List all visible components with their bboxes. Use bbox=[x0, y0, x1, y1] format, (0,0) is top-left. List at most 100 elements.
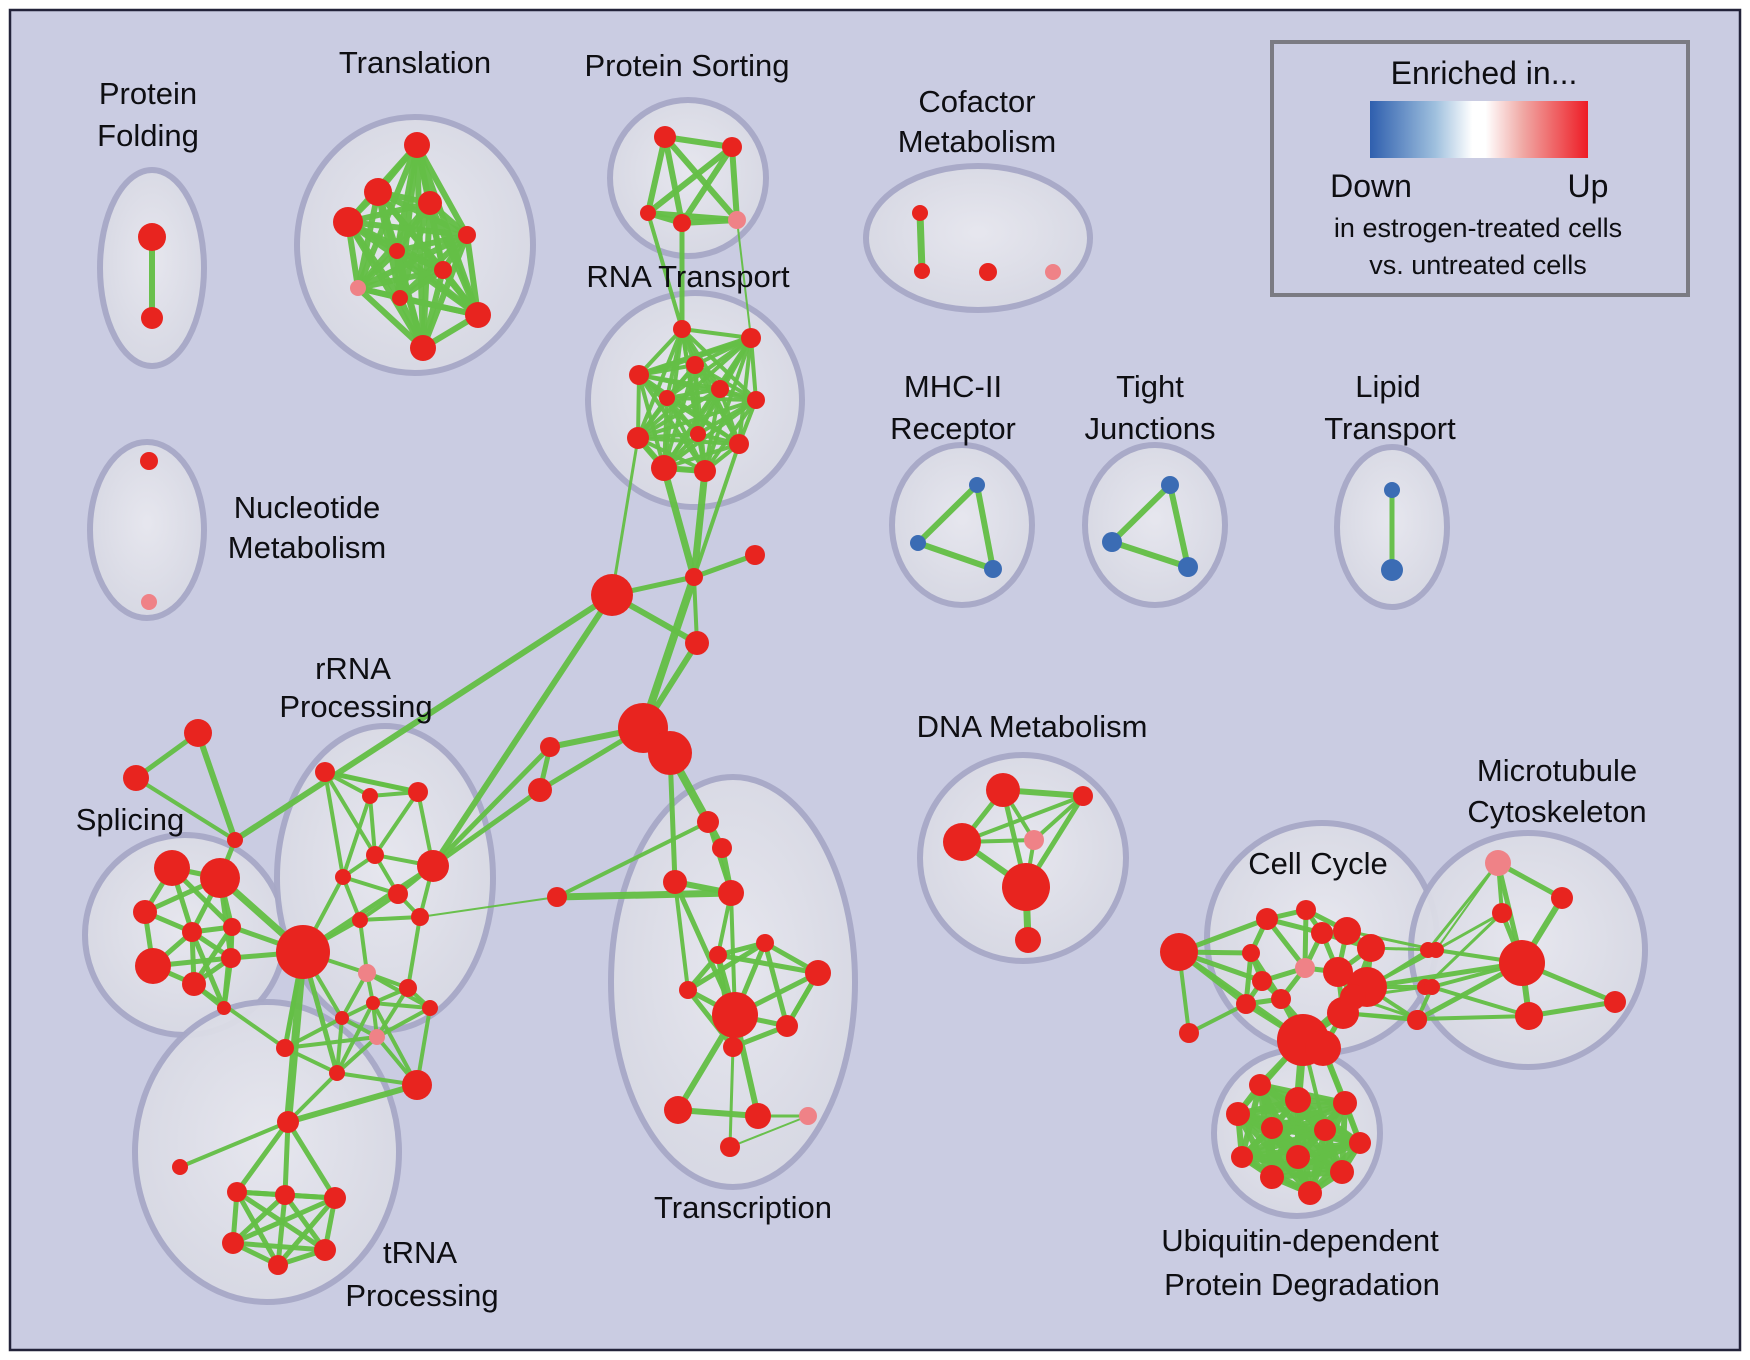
network-node[interactable] bbox=[651, 455, 677, 481]
network-node[interactable] bbox=[943, 823, 981, 861]
network-node[interactable] bbox=[1604, 991, 1626, 1013]
network-node[interactable] bbox=[182, 922, 202, 942]
network-node[interactable] bbox=[182, 972, 206, 996]
network-node[interactable] bbox=[979, 263, 997, 281]
network-node[interactable] bbox=[709, 946, 727, 964]
network-node[interactable] bbox=[1357, 934, 1385, 962]
network-node[interactable] bbox=[776, 1015, 798, 1037]
network-node[interactable] bbox=[690, 426, 706, 442]
network-node[interactable] bbox=[268, 1255, 288, 1275]
network-node[interactable] bbox=[1015, 927, 1041, 953]
network-node[interactable] bbox=[277, 1111, 299, 1133]
network-node[interactable] bbox=[1160, 933, 1198, 971]
network-node[interactable] bbox=[747, 391, 765, 409]
network-node[interactable] bbox=[227, 1182, 247, 1202]
network-node[interactable] bbox=[1252, 971, 1272, 991]
network-node[interactable] bbox=[1485, 850, 1511, 876]
network-node[interactable] bbox=[1261, 1117, 1283, 1139]
network-node[interactable] bbox=[629, 365, 649, 385]
network-node[interactable] bbox=[133, 900, 157, 924]
network-node[interactable] bbox=[1178, 557, 1198, 577]
network-node[interactable] bbox=[741, 328, 761, 348]
network-node[interactable] bbox=[358, 964, 376, 982]
network-node[interactable] bbox=[276, 925, 330, 979]
network-node[interactable] bbox=[1492, 903, 1512, 923]
network-node[interactable] bbox=[1384, 482, 1400, 498]
network-node[interactable] bbox=[1226, 1102, 1250, 1126]
network-node[interactable] bbox=[648, 731, 692, 775]
network-node[interactable] bbox=[1330, 1160, 1354, 1184]
network-node[interactable] bbox=[1295, 958, 1315, 978]
network-node[interactable] bbox=[154, 850, 190, 886]
network-node[interactable] bbox=[969, 477, 985, 493]
network-node[interactable] bbox=[1024, 830, 1044, 850]
network-node[interactable] bbox=[1256, 908, 1278, 930]
network-node[interactable] bbox=[728, 211, 746, 229]
network-node[interactable] bbox=[275, 1185, 295, 1205]
network-node[interactable] bbox=[172, 1159, 188, 1175]
network-node[interactable] bbox=[1333, 917, 1361, 945]
network-node[interactable] bbox=[712, 838, 732, 858]
network-node[interactable] bbox=[1311, 922, 1333, 944]
network-node[interactable] bbox=[1349, 1132, 1371, 1154]
network-node[interactable] bbox=[1409, 1010, 1427, 1028]
network-node[interactable] bbox=[1305, 1030, 1341, 1066]
network-node[interactable] bbox=[140, 452, 158, 470]
network-node[interactable] bbox=[591, 574, 633, 616]
network-node[interactable] bbox=[141, 307, 163, 329]
network-node[interactable] bbox=[1179, 1023, 1199, 1043]
network-node[interactable] bbox=[200, 858, 240, 898]
network-node[interactable] bbox=[223, 918, 241, 936]
network-node[interactable] bbox=[422, 1000, 438, 1016]
network-node[interactable] bbox=[685, 631, 709, 655]
network-node[interactable] bbox=[697, 811, 719, 833]
network-node[interactable] bbox=[1381, 559, 1403, 581]
network-node[interactable] bbox=[914, 263, 930, 279]
network-node[interactable] bbox=[434, 261, 452, 279]
network-node[interactable] bbox=[664, 1096, 692, 1124]
network-node[interactable] bbox=[627, 427, 649, 449]
network-node[interactable] bbox=[221, 948, 241, 968]
network-node[interactable] bbox=[315, 762, 335, 782]
network-node[interactable] bbox=[1285, 1087, 1311, 1113]
network-node[interactable] bbox=[686, 356, 704, 374]
network-node[interactable] bbox=[1296, 900, 1316, 920]
network-node[interactable] bbox=[362, 788, 378, 804]
network-node[interactable] bbox=[1073, 786, 1093, 806]
network-node[interactable] bbox=[324, 1187, 346, 1209]
network-node[interactable] bbox=[1424, 979, 1440, 995]
network-node[interactable] bbox=[366, 996, 380, 1010]
network-node[interactable] bbox=[528, 778, 552, 802]
network-node[interactable] bbox=[410, 335, 436, 361]
network-node[interactable] bbox=[756, 934, 774, 952]
network-node[interactable] bbox=[1236, 994, 1256, 1014]
network-node[interactable] bbox=[314, 1239, 336, 1261]
network-node[interactable] bbox=[329, 1065, 345, 1081]
network-node[interactable] bbox=[547, 887, 567, 907]
network-node[interactable] bbox=[217, 1001, 231, 1015]
network-node[interactable] bbox=[718, 880, 744, 906]
network-node[interactable] bbox=[1551, 887, 1573, 909]
network-node[interactable] bbox=[805, 960, 831, 986]
network-node[interactable] bbox=[540, 737, 560, 757]
network-node[interactable] bbox=[663, 870, 687, 894]
network-node[interactable] bbox=[1249, 1074, 1271, 1096]
network-node[interactable] bbox=[1260, 1165, 1284, 1189]
network-node[interactable] bbox=[418, 191, 442, 215]
network-node[interactable] bbox=[659, 390, 675, 406]
network-node[interactable] bbox=[1102, 532, 1122, 552]
network-node[interactable] bbox=[673, 320, 691, 338]
network-node[interactable] bbox=[335, 869, 351, 885]
network-node[interactable] bbox=[1231, 1146, 1253, 1168]
network-node[interactable] bbox=[711, 380, 729, 398]
network-node[interactable] bbox=[1045, 264, 1061, 280]
network-node[interactable] bbox=[369, 1029, 385, 1045]
network-node[interactable] bbox=[640, 205, 656, 221]
network-node[interactable] bbox=[1428, 942, 1444, 958]
network-node[interactable] bbox=[392, 290, 408, 306]
network-node[interactable] bbox=[1515, 1002, 1543, 1030]
network-node[interactable] bbox=[402, 1070, 432, 1100]
network-node[interactable] bbox=[417, 850, 449, 882]
network-node[interactable] bbox=[350, 280, 366, 296]
network-node[interactable] bbox=[654, 126, 676, 148]
